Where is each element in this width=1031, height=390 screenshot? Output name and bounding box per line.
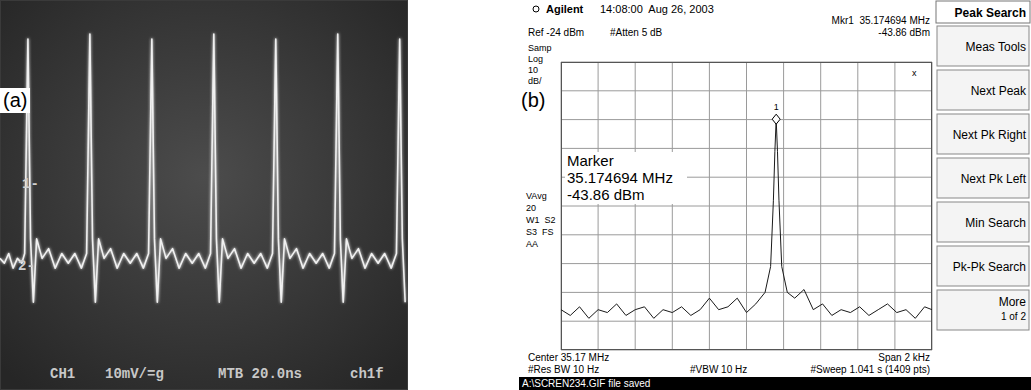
label: dB/ (528, 76, 542, 86)
menu-header (936, 1, 1030, 23)
plot-frame (1, 1, 408, 390)
marker-label: 1 (774, 102, 779, 112)
menu-title: Peak Search (955, 6, 1026, 20)
label: 1- (22, 176, 39, 192)
softkey-label: Min Search (965, 216, 1026, 230)
grid-line-y (561, 234, 932, 235)
label: Center 35.17 MHz (528, 352, 609, 363)
softkey (937, 290, 1029, 330)
label: CH1 (50, 366, 75, 382)
label: Ref -24 dBm (528, 27, 584, 38)
label: #VBW 10 Hz (690, 364, 747, 375)
label: Mkr1 35.174694 MHz (832, 15, 930, 26)
label: #Res BW 10 Hz (528, 364, 599, 375)
softkey (937, 158, 1029, 198)
grid-line-y (561, 321, 932, 322)
label: 2- (18, 258, 35, 274)
text-background (565, 169, 687, 187)
softkey-label: Next Peak (971, 84, 1027, 98)
label: x (912, 68, 917, 78)
label: 1 of 2 (1001, 311, 1026, 322)
label: Marker (567, 152, 614, 169)
label: Samp (528, 43, 552, 53)
label: VAvg (526, 191, 547, 201)
label: #Sweep 1.041 s (1409 pts) (810, 364, 930, 375)
label: 35.174694 MHz (567, 169, 673, 186)
label: A:\SCREN234.GIF file saved (522, 378, 650, 389)
grid-line-y (561, 263, 932, 264)
softkey (937, 26, 1029, 66)
label: AA (526, 239, 538, 249)
softkey (937, 246, 1029, 286)
label: 10 (528, 65, 538, 75)
plot-area (0, 34, 405, 302)
label: Log (528, 54, 543, 64)
label: S3 FS (526, 227, 554, 237)
softkey (937, 70, 1029, 110)
trace (561, 119, 932, 318)
grid-line-y (561, 206, 932, 207)
label: -43.86 dBm (878, 27, 930, 38)
grid-line-y (561, 119, 932, 120)
plot-area (561, 119, 932, 318)
label: 14:08:00 Aug 26, 2003 (600, 3, 714, 15)
softkey (937, 202, 1029, 242)
panel-label: (b) (521, 89, 545, 111)
label: Agilent (546, 3, 584, 15)
figure: (a) 1- 2- CH1 10mV/=g MTB 20.0ns ch1f 1 (b) Peak … (0, 0, 1031, 390)
trace (0, 34, 405, 302)
label: -43.86 dBm (567, 186, 645, 203)
plot-frame (562, 63, 932, 350)
softkey-label: Meas Tools (966, 40, 1026, 54)
label: W1 S2 (526, 215, 556, 225)
softkey-label: Next Pk Right (953, 128, 1027, 142)
label: 10mV/=g (105, 366, 164, 382)
label: Span 2 kHz (878, 352, 930, 363)
softkey-label: More (999, 295, 1027, 309)
panel-label: (a) (3, 89, 27, 111)
softkey (937, 114, 1029, 154)
scope-screen (0, 0, 408, 390)
status-bar (519, 377, 1031, 390)
label-background (0, 88, 30, 113)
softkey-label: Pk-Pk Search (953, 260, 1026, 274)
analyzer-screen (519, 0, 1031, 390)
grid-line-y (561, 292, 932, 293)
softkey-label: Next Pk Left (961, 172, 1027, 186)
grid-line-y (561, 148, 932, 149)
label: #Atten 5 dB (610, 27, 663, 38)
label: MTB 20.0ns (218, 366, 302, 382)
peak-marker (772, 114, 780, 124)
text-background (565, 152, 687, 170)
label: ch1f (350, 366, 384, 382)
text-background (565, 186, 687, 204)
grid-line-y (561, 90, 932, 91)
label: 20 (526, 203, 536, 213)
logo (533, 6, 539, 12)
